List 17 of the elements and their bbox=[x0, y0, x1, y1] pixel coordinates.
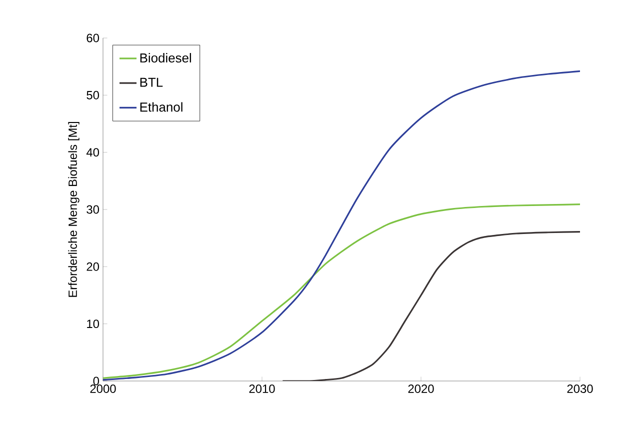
x-tick-label: 2030 bbox=[567, 384, 593, 393]
y-tick-label: 50 bbox=[86, 90, 100, 100]
line-series bbox=[103, 204, 580, 379]
x-tick-label: 2020 bbox=[408, 384, 434, 393]
x-tick-label: 2010 bbox=[249, 384, 275, 393]
y-tick-label: 10 bbox=[87, 320, 100, 328]
y-axis-title: Erforderliche Menge Biofuels [Mt] bbox=[68, 122, 80, 297]
y-tick-label: 20 bbox=[86, 262, 100, 271]
legend-label: BTL bbox=[140, 78, 163, 87]
y-tick-label: 40 bbox=[86, 148, 100, 157]
y-tick-label: 60 bbox=[86, 34, 100, 42]
line-series bbox=[282, 230, 580, 381]
y-tick-label: 0 bbox=[93, 376, 100, 386]
x-tick-label: 2000 bbox=[90, 384, 116, 393]
legend-label: Biodiesel bbox=[140, 53, 191, 63]
y-tick-label: 30 bbox=[86, 205, 100, 214]
legend-label: Ethanol bbox=[140, 102, 182, 112]
